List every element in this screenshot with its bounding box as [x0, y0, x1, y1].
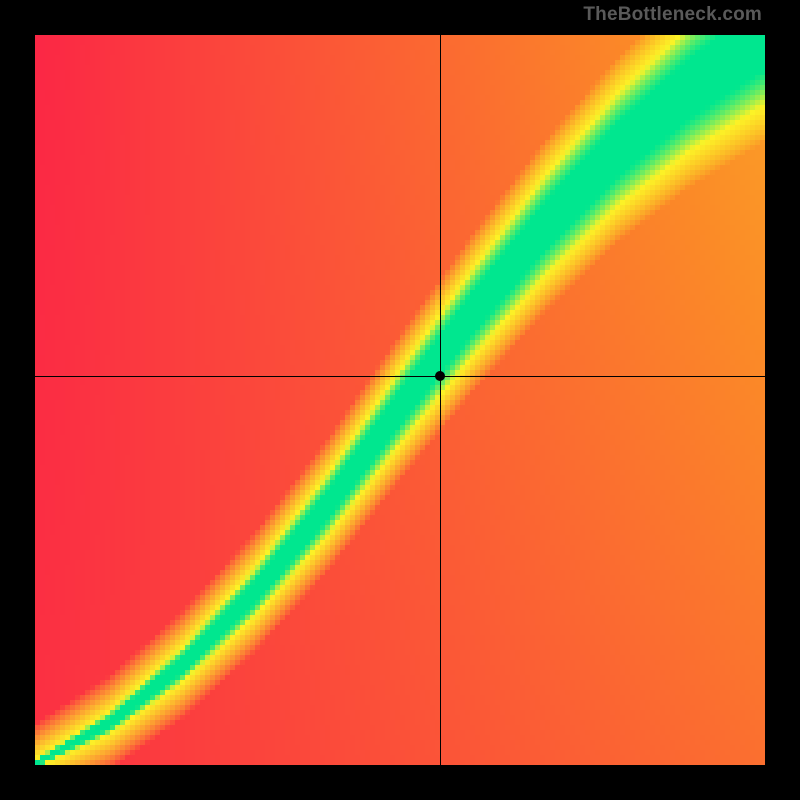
crosshair-horizontal — [35, 376, 765, 377]
heatmap-canvas — [35, 35, 765, 765]
heatmap-plot — [35, 35, 765, 765]
watermark-text: TheBottleneck.com — [583, 4, 762, 26]
crosshair-vertical — [440, 35, 441, 765]
marker-dot — [435, 371, 445, 381]
